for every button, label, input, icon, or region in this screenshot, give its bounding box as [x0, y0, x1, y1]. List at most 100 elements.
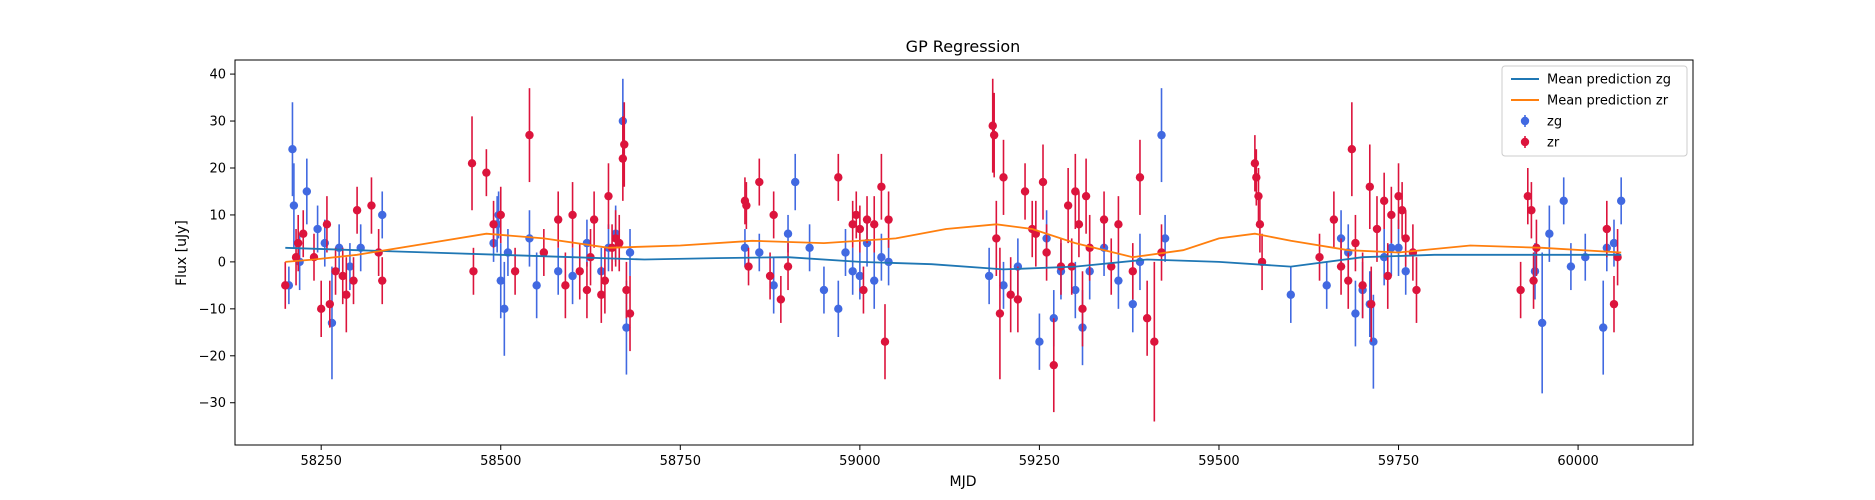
point-zr — [349, 276, 358, 285]
point-zr — [1344, 276, 1353, 285]
point-zr — [554, 215, 563, 224]
point-zr — [1329, 215, 1339, 224]
point-zg — [740, 243, 750, 253]
point-zg — [1401, 267, 1410, 276]
point-zr — [1394, 191, 1403, 201]
point-zg — [1351, 309, 1360, 318]
point-zr — [1078, 304, 1087, 314]
y-tick-label: −30 — [199, 396, 226, 411]
point-zr — [1081, 191, 1091, 201]
point-zg — [791, 177, 800, 187]
point-zr — [575, 267, 584, 276]
point-zr — [582, 285, 592, 295]
point-zr — [561, 281, 570, 290]
point-zr — [1609, 299, 1619, 309]
x-tick-label: 58500 — [480, 454, 521, 469]
point-zr — [299, 229, 308, 238]
point-zr — [367, 201, 376, 210]
point-zg — [1049, 314, 1058, 323]
point-zg — [1035, 337, 1044, 346]
point-zg — [554, 267, 563, 276]
point-zg — [848, 267, 857, 276]
point-zr — [568, 210, 577, 220]
point-zg — [999, 281, 1008, 290]
point-zr — [331, 267, 340, 276]
point-zg — [834, 304, 843, 314]
point-zr — [1142, 314, 1152, 323]
point-zr — [1107, 262, 1116, 271]
point-zr — [877, 182, 886, 191]
point-zr — [1071, 187, 1080, 196]
point-zr — [294, 238, 303, 248]
point-zg — [500, 304, 509, 314]
y-tick-label: −10 — [199, 302, 226, 317]
point-zg — [313, 224, 322, 234]
x-tick-label: 59000 — [839, 454, 880, 469]
point-zg — [870, 276, 879, 285]
point-zr — [1336, 262, 1346, 271]
point-zg — [805, 243, 814, 253]
legend-label: zr — [1547, 136, 1560, 151]
point-zr — [1049, 360, 1058, 370]
y-tick-label: 40 — [209, 68, 226, 83]
point-zr — [995, 309, 1005, 318]
point-zr — [1387, 210, 1396, 220]
point-zr — [342, 290, 351, 299]
x-tick-label: 59750 — [1378, 454, 1419, 469]
point-zr — [1135, 173, 1145, 182]
point-zg — [1530, 267, 1540, 276]
point-zr — [316, 304, 326, 314]
point-zg — [1387, 243, 1396, 253]
point-zg — [622, 323, 631, 332]
x-tick-label: 58250 — [301, 454, 342, 469]
point-zr — [1254, 191, 1263, 201]
point-zg — [1128, 299, 1137, 309]
y-axis-label: Flux [uJy] — [174, 220, 190, 286]
point-zg — [1135, 257, 1145, 267]
point-zg — [1286, 290, 1295, 299]
point-zr — [742, 201, 751, 210]
plot-frame — [234, 59, 1694, 446]
point-zg — [1157, 130, 1166, 140]
point-zr — [848, 220, 857, 229]
legend-item: Mean prediction zg — [1511, 73, 1671, 88]
line-mean-zr — [285, 223, 1622, 263]
point-zg — [525, 234, 534, 243]
chart-title: GP Regression — [906, 37, 1021, 56]
point-zr — [1365, 182, 1374, 191]
point-zr — [1372, 224, 1382, 234]
point-zr — [834, 173, 843, 182]
point-zg — [1609, 238, 1619, 248]
point-zr — [1358, 281, 1367, 290]
legend-item: zr — [1520, 136, 1560, 151]
point-zg — [1559, 196, 1568, 206]
point-zr — [469, 267, 478, 276]
point-zr — [769, 210, 778, 220]
x-axis: 58250 58500 58750 59000 59250 59500 59750 60000 — [301, 445, 1599, 469]
y-tick-label: −20 — [199, 349, 226, 364]
point-zr — [325, 299, 335, 309]
point-zg — [1114, 276, 1123, 285]
point-zr — [1351, 238, 1360, 248]
point-zr — [859, 285, 868, 295]
point-zr — [1250, 159, 1260, 168]
y-axis: −30 −20 −10 0 10 20 30 40 — [199, 68, 235, 411]
point-zr — [322, 220, 332, 229]
point-zr — [1074, 220, 1084, 229]
y-tick-label: 30 — [209, 115, 226, 130]
point-zg — [496, 276, 505, 285]
plot-area — [281, 78, 1626, 422]
point-zr — [1114, 220, 1123, 229]
x-tick-label: 59250 — [1019, 454, 1060, 469]
y-tick-label: 20 — [209, 161, 226, 176]
legend-label: Mean prediction zr — [1547, 94, 1669, 109]
point-zg — [841, 248, 850, 257]
point-zr — [1013, 295, 1023, 304]
point-zr — [622, 285, 631, 295]
point-zg — [289, 201, 299, 210]
point-zr — [620, 140, 629, 149]
point-zr — [1523, 191, 1533, 201]
series-zg — [284, 78, 1626, 394]
point-zr — [1412, 285, 1421, 295]
